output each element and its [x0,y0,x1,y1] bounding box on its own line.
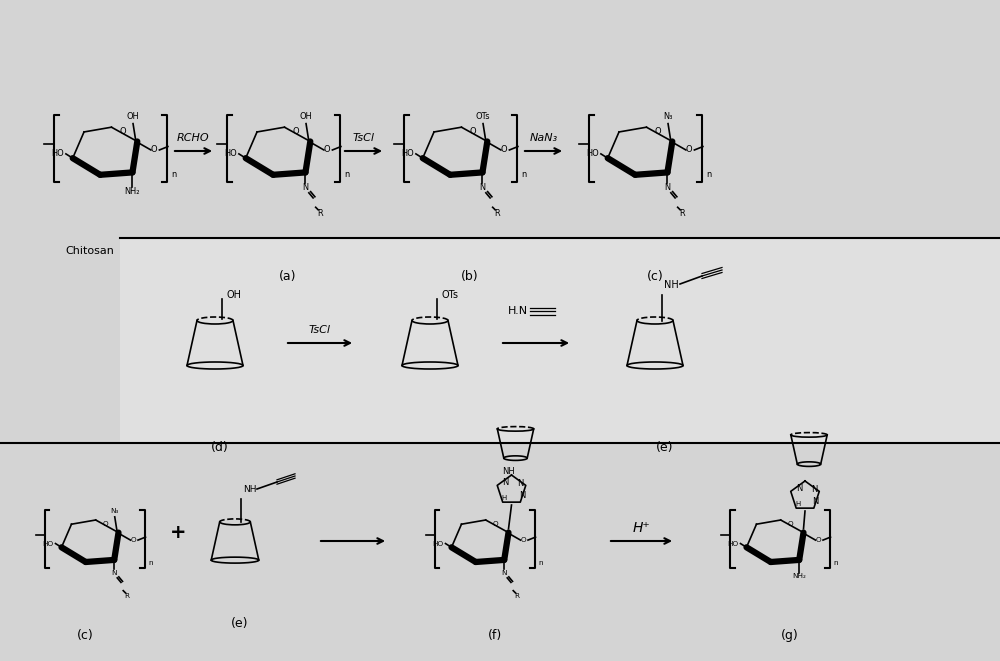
Text: O: O [324,145,331,155]
Text: HO: HO [51,149,64,159]
Text: HO: HO [401,149,414,159]
Text: HO: HO [42,541,54,547]
Text: NaN₃: NaN₃ [529,133,558,143]
Text: RCHO: RCHO [177,133,210,143]
Text: O: O [686,145,693,155]
Text: O: O [469,128,476,136]
Text: N: N [111,570,117,576]
Text: N: N [517,479,524,488]
Text: R: R [514,593,519,599]
Text: NH₂: NH₂ [125,186,140,196]
Text: (d): (d) [211,442,229,455]
Text: (c): (c) [77,629,93,642]
Text: N: N [796,484,802,493]
Text: n: n [833,560,838,566]
Text: O: O [816,537,821,543]
Text: n: n [521,171,527,179]
Text: (g): (g) [781,629,799,642]
Text: (f): (f) [488,629,502,642]
Text: +: + [170,524,186,543]
Text: (e): (e) [656,442,674,455]
Text: HO: HO [586,149,599,159]
Text: R: R [317,209,323,217]
Text: (e): (e) [231,617,249,629]
Text: O: O [493,521,498,527]
Text: O: O [131,537,136,543]
Text: N₃: N₃ [663,112,673,122]
Text: OH: OH [300,112,312,122]
Text: OTs: OTs [476,112,490,122]
Text: NH: NH [243,485,256,494]
Text: O: O [292,128,299,136]
Text: HO: HO [727,541,739,547]
Text: O: O [501,145,508,155]
Text: N: N [812,498,819,506]
Text: n: n [706,171,712,179]
Text: NH: NH [664,280,679,290]
Text: Chitosan: Chitosan [66,246,114,256]
Text: HO: HO [224,149,237,159]
Text: NH₂: NH₂ [792,573,806,580]
Text: (c): (c) [647,270,663,282]
Text: O: O [521,537,526,543]
Text: N: N [302,183,309,192]
Text: N: N [501,570,507,576]
Text: N₃: N₃ [111,508,119,514]
Text: R: R [124,593,129,599]
Text: H: H [795,500,800,506]
Text: R: R [494,209,500,217]
Text: n: n [538,560,543,566]
Text: H: H [501,494,507,500]
Text: (b): (b) [461,270,479,282]
Text: n: n [171,171,177,179]
Bar [120,238,1000,443]
Text: O: O [788,521,793,527]
Text: N: N [502,478,509,487]
Text: N: N [479,183,486,192]
Text: (a): (a) [279,270,297,282]
Text: OH: OH [226,290,241,299]
Text: OH: OH [127,112,139,122]
Text: TsCl: TsCl [309,325,331,335]
Text: R: R [679,209,685,217]
Text: O: O [151,145,158,155]
Text: O: O [103,521,108,527]
Text: N: N [811,485,817,494]
Text: NH: NH [502,467,515,477]
Text: N: N [519,492,525,500]
Text: H.N: H.N [508,306,528,316]
Text: O: O [119,128,126,136]
Text: n: n [344,171,350,179]
Text: N: N [664,183,671,192]
Text: TsCl: TsCl [352,133,374,143]
Text: n: n [148,560,153,566]
Text: O: O [654,128,661,136]
Text: OTs: OTs [441,290,458,299]
Text: HO: HO [432,541,444,547]
Text: H⁺: H⁺ [633,521,650,535]
